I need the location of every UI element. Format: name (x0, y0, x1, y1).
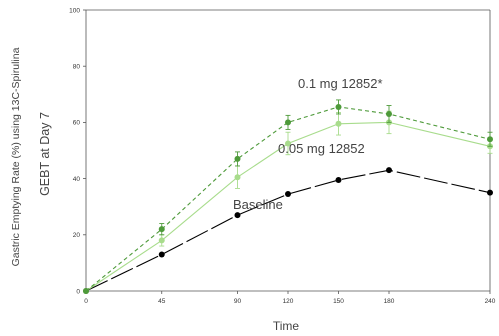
annotations: 0.1 mg 12852* 0.05 mg 12852 Baseline (233, 76, 383, 212)
series-layer (83, 99, 493, 294)
series-2 (83, 99, 493, 294)
data-point (335, 103, 342, 110)
y-axis-subtitle: GEBT at Day 7 (38, 112, 52, 196)
x-axis-title: Time (273, 319, 300, 333)
data-point (83, 288, 89, 294)
y-tick-label: 20 (73, 232, 81, 239)
series-1 (83, 110, 493, 294)
series-label: 0.1 mg 12852* (298, 76, 383, 91)
data-point (335, 120, 342, 127)
data-point (487, 136, 493, 143)
y-tick-label: 40 (73, 176, 81, 183)
data-point (386, 110, 392, 117)
series-0 (83, 167, 493, 294)
series-line (85, 169, 491, 292)
data-point (285, 140, 291, 147)
data-point (285, 119, 291, 126)
axes: 0 20 40 60 80 100 0 45 90 120 150 180 240 (69, 7, 496, 305)
x-tick-label: 0 (84, 298, 88, 305)
x-tick-label: 180 (384, 298, 395, 305)
x-tick-label: 90 (234, 298, 242, 305)
data-point (234, 155, 241, 162)
data-point (158, 237, 165, 244)
y-tick-label: 80 (73, 64, 81, 71)
x-tick-label: 240 (485, 298, 496, 305)
data-point (158, 226, 165, 233)
y-tick-label: 60 (73, 120, 81, 127)
data-point (234, 212, 241, 219)
data-point (386, 167, 392, 174)
y-axis-title: Gastric Emptying Rate (%) using 13C-Spir… (10, 47, 22, 266)
y-tick-label: 0 (76, 288, 80, 295)
data-point (285, 191, 291, 198)
y-tick-label: 100 (69, 7, 80, 14)
data-point (335, 177, 342, 184)
x-tick-label: 45 (158, 298, 166, 305)
data-point (158, 251, 165, 258)
series-label: 0.05 mg 12852 (278, 141, 365, 156)
x-tick-label: 150 (333, 298, 344, 305)
data-point (234, 174, 241, 181)
x-tick-label: 120 (283, 298, 294, 305)
data-point (487, 189, 493, 196)
series-label: Baseline (233, 197, 283, 212)
